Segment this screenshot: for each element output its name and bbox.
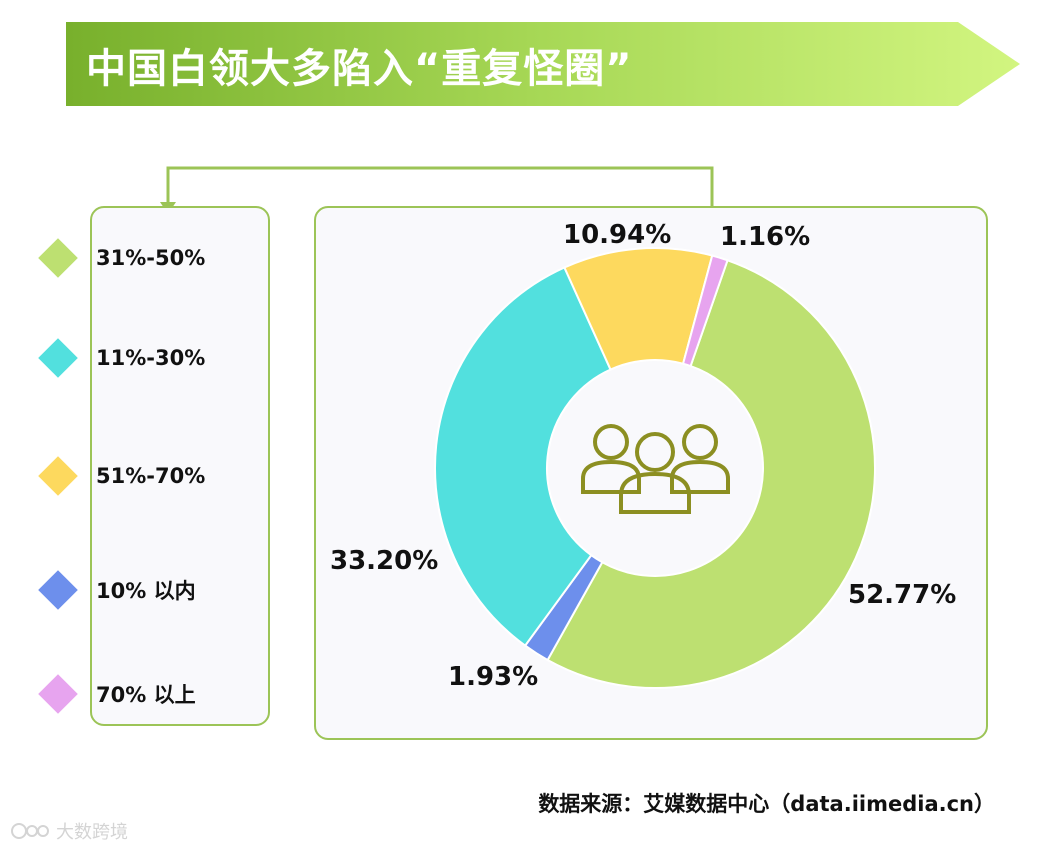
donut-slice: [434, 266, 612, 647]
legend-label: 51%-70%: [96, 464, 206, 488]
legend-item: 70% 以上: [0, 674, 260, 714]
watermark-text: 大数跨境: [56, 822, 128, 843]
title-banner: [66, 22, 1020, 106]
donut-slice: [546, 259, 876, 689]
people-group-icon: [581, 424, 730, 514]
legend-item: 11%-30%: [0, 338, 260, 378]
data-label: 1.93%: [448, 662, 539, 692]
watermark: 大数跨境: [10, 818, 128, 844]
data-label: 33.20%: [330, 546, 439, 576]
legend: [90, 206, 270, 726]
data-label: 52.77%: [848, 580, 957, 610]
legend-item: 51%-70%: [0, 456, 260, 496]
data-label: 10.94%: [563, 220, 672, 250]
donut-slice: [681, 254, 729, 368]
legend-label: 31%-50%: [96, 246, 206, 270]
legend-item: 31%-50%: [0, 238, 260, 278]
legend-item: 10% 以内: [0, 570, 260, 610]
watermark-logo-icon: [11, 823, 49, 839]
source-note: 数据来源：艾媒数据中心（data.iimedia.cn）: [538, 792, 995, 816]
legend-label: 11%-30%: [96, 346, 206, 370]
page-title: 中国白领大多陷入“重复怪圈”: [86, 46, 633, 92]
data-label: 1.16%: [720, 222, 811, 252]
legend-label: 70% 以上: [96, 683, 196, 707]
legend-label: 10% 以内: [96, 579, 196, 603]
